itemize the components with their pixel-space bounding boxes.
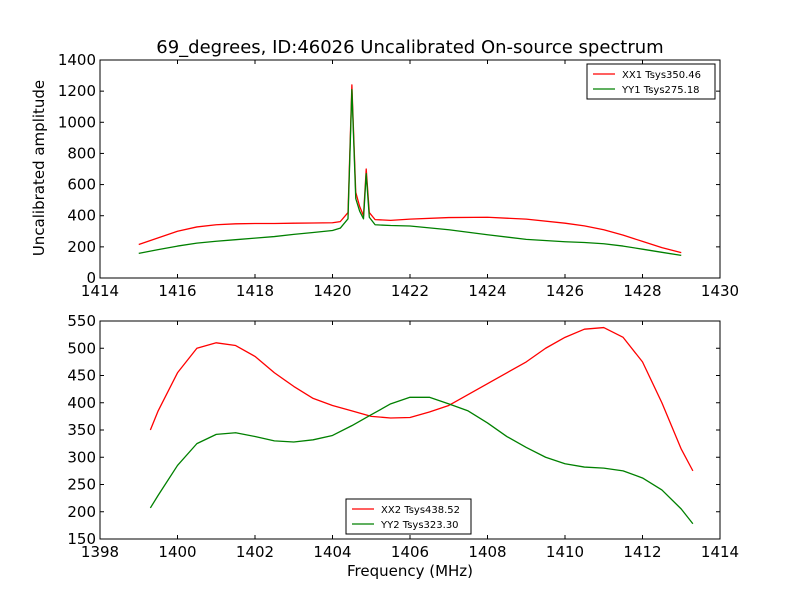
y-tick-label: 450 <box>67 367 96 385</box>
x-tick-label: 1414 <box>81 282 119 300</box>
top-chart-title: 69_degrees, ID:46026 Uncalibrated On-sou… <box>156 37 663 58</box>
y-tick-label: 600 <box>67 176 96 194</box>
legend-box <box>345 498 472 535</box>
x-tick-label: 1420 <box>313 282 351 300</box>
x-tick-label: 1430 <box>701 282 739 300</box>
legend-entry: XX1 Tsys350.46 <box>622 70 701 81</box>
y-tick-label: 300 <box>67 448 96 466</box>
x-tick-label: 1400 <box>158 543 196 561</box>
x-tick-label: 1410 <box>546 543 584 561</box>
y-tick-label: 400 <box>67 207 96 225</box>
y-tick-label: 250 <box>67 476 96 494</box>
x-tick-label: 1422 <box>391 282 429 300</box>
series-line-yy2 <box>149 396 694 525</box>
legend: XX1 Tsys350.46 YY1 Tsys275.18 <box>586 63 716 100</box>
y-tick-label: 1200 <box>58 82 96 100</box>
legend: XX2 Tsys438.52 YY2 Tsys323.30 <box>345 498 472 535</box>
y-tick-label: 200 <box>67 238 96 256</box>
legend-box <box>586 63 716 100</box>
y-tick-label: 0 <box>86 269 96 287</box>
y-tick-label: 500 <box>67 339 96 357</box>
y-tick-label: 200 <box>67 503 96 521</box>
series-line-xx1 <box>138 84 682 254</box>
x-tick-label: 1412 <box>623 543 661 561</box>
series-line-xx2 <box>149 326 694 472</box>
bottom-x-axis-label: Frequency (MHz) <box>347 562 473 580</box>
legend-entry: YY1 Tsys275.18 <box>621 85 700 96</box>
x-tick-label: 1414 <box>701 543 739 561</box>
x-tick-label: 1398 <box>81 543 119 561</box>
x-tick-label: 1402 <box>236 543 274 561</box>
legend-entry: XX2 Tsys438.52 <box>381 505 460 516</box>
y-tick-label: 350 <box>67 421 96 439</box>
y-tick-label: 1000 <box>58 113 96 131</box>
y-tick-label: 1400 <box>58 51 96 69</box>
top-y-axis-label: Uncalibrated amplitude <box>30 80 48 256</box>
legend-entry: YY2 Tsys323.30 <box>380 520 459 531</box>
x-tick-label: 1418 <box>236 282 274 300</box>
y-tick-label: 550 <box>67 312 96 330</box>
top-plot: 1414 1416 1418 1420 1422 1424 1426 1428 1430 0 200… <box>58 51 739 300</box>
series-line-yy1 <box>138 88 682 257</box>
y-tick-label: 400 <box>67 394 96 412</box>
x-tick-label: 1408 <box>468 543 506 561</box>
x-tick-label: 1404 <box>313 543 351 561</box>
x-tick-label: 1426 <box>546 282 584 300</box>
bottom-plot: 1398 1400 1402 1404 1406 1408 1410 1412 1414 150 2… <box>67 312 739 561</box>
y-tick-label: 800 <box>67 144 96 162</box>
x-tick-label: 1406 <box>391 543 429 561</box>
x-tick-label: 1428 <box>623 282 661 300</box>
x-tick-label: 1424 <box>468 282 506 300</box>
y-tick-label: 150 <box>67 530 96 548</box>
x-tick-label: 1416 <box>158 282 196 300</box>
